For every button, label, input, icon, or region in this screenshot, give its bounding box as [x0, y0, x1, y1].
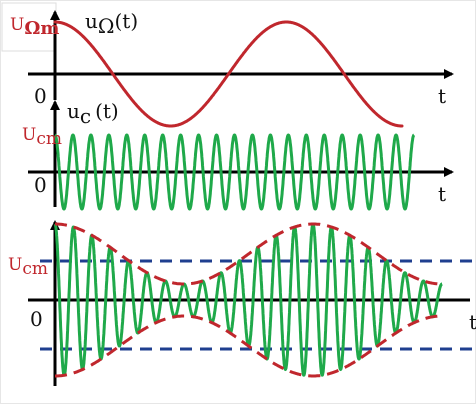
mid-t-label: t: [438, 182, 446, 206]
panel-modulating: UΩm uΩ(t) 0 t: [10, 9, 454, 128]
modulating-wave: [53, 20, 404, 128]
mid-origin-label: 0: [34, 173, 47, 197]
top-amp-label: UΩm: [10, 15, 59, 39]
mid-amp-label: Ucm: [22, 125, 62, 149]
mid-func-label: uc (t): [67, 99, 119, 128]
carrier-wave: [53, 133, 416, 211]
bottom-amp-label: Ucm: [8, 255, 48, 279]
envelope-lower: [55, 314, 442, 378]
envelope-upper: [55, 222, 442, 286]
top-func-label: uΩ(t): [85, 9, 138, 38]
bottom-t-label: t: [469, 310, 476, 334]
top-t-label: t: [438, 84, 446, 108]
panel-carrier: Ucm uc (t) 0 t: [22, 99, 454, 211]
top-origin-label: 0: [34, 84, 47, 108]
bottom-origin-label: 0: [30, 307, 43, 331]
panel-am: Ucm 0 t: [8, 220, 476, 386]
